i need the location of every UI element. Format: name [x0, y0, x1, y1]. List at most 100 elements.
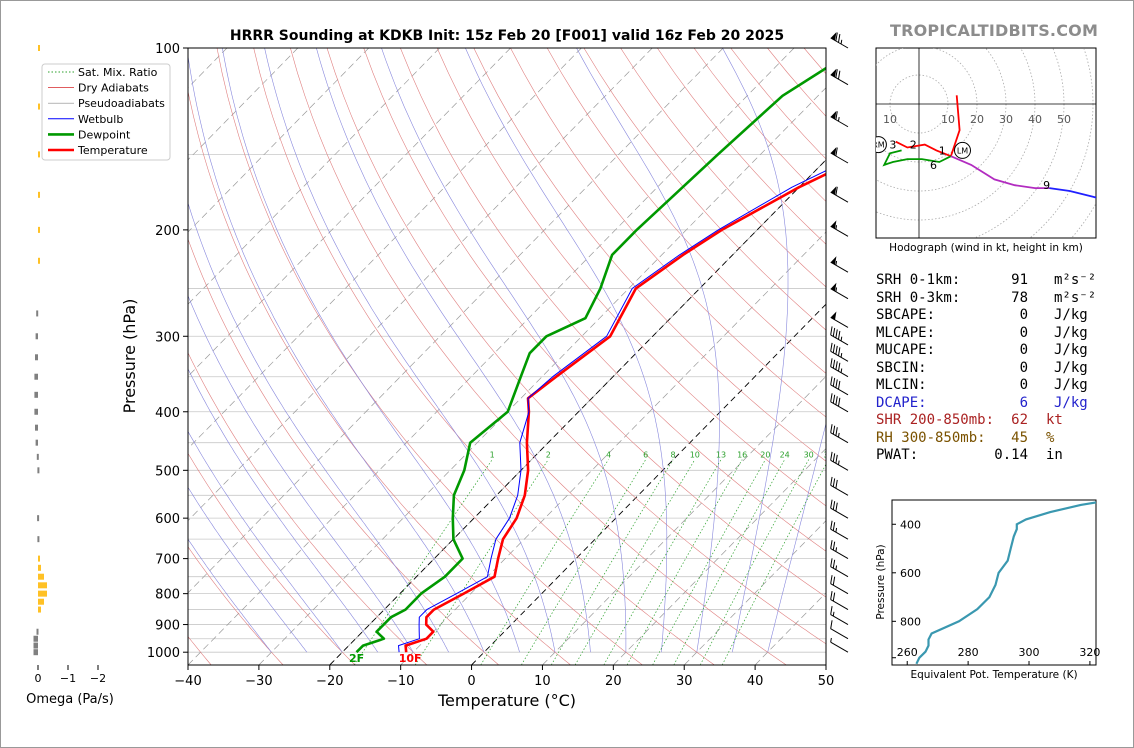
- omega-bar: [38, 606, 41, 613]
- y-axis-label: Pressure (hPa): [120, 299, 139, 414]
- barb-full: [832, 541, 836, 551]
- barb-full: [837, 70, 841, 80]
- stat-unit: m²s⁻²: [1054, 289, 1097, 306]
- legend-label: Dry Adiabats: [78, 82, 149, 95]
- theta-y-axis-label: Pressure (hPa): [875, 544, 887, 619]
- hodograph-height-label: 3: [889, 139, 896, 152]
- barb-pennant: [830, 68, 837, 78]
- omega-bar: [34, 391, 38, 398]
- y-tick-label: 100: [155, 42, 180, 57]
- mixing-ratio-label: 2: [546, 451, 551, 460]
- stat-value: 0.14: [994, 447, 1028, 463]
- barb-half: [837, 460, 840, 465]
- y-tick-label: 1000: [147, 646, 180, 661]
- barb-staff: [830, 225, 849, 237]
- stat-label: SRH 0-3km:: [876, 289, 961, 306]
- barb-staff: [830, 316, 849, 328]
- stat-row: DCAPE: 6 J/kg: [876, 395, 1116, 413]
- x-tick-label: 30: [676, 674, 693, 689]
- hodograph-trace: [895, 95, 961, 158]
- minus20-isotherm: [329, 159, 826, 665]
- stat-value: 6: [1019, 394, 1028, 411]
- moist-adiabat: [188, 430, 343, 653]
- legend-label: Pseudoadiabats: [78, 97, 165, 110]
- mixing-ratio-label: 8: [671, 451, 676, 460]
- barb-staff: [830, 261, 849, 273]
- isotherm: [188, 48, 724, 594]
- moist-adiabat: [767, 422, 826, 653]
- dry-adiabat: [326, 48, 826, 645]
- hodograph-ring-label: 30: [999, 113, 1013, 126]
- omega-bar: [35, 439, 38, 446]
- isotherm: [188, 48, 795, 665]
- omega-axis-label: Omega (Pa/s): [26, 692, 114, 707]
- barb-staff: [830, 74, 849, 86]
- theta-x-tick-label: 260: [897, 646, 918, 659]
- barb-full: [837, 362, 841, 372]
- x-tick-label: −10: [387, 674, 414, 689]
- barb-full: [832, 394, 836, 404]
- hodograph-height-label: 9: [1043, 179, 1050, 192]
- barb-full: [832, 522, 836, 531]
- barb-staff: [830, 628, 849, 640]
- moist-adiabat: [264, 48, 556, 653]
- moist-adiabat: [188, 368, 379, 653]
- wind-barb: [830, 32, 849, 49]
- dry-adiabat: [188, 452, 356, 665]
- hodograph-marker-label: RM: [872, 141, 885, 150]
- barb-full: [835, 396, 838, 405]
- hodograph-ring-label: 10: [883, 113, 897, 126]
- isotherm: [188, 48, 511, 377]
- wind-barb: [830, 591, 849, 610]
- omega-bar: [38, 590, 47, 597]
- stat-label: SRH 0-1km:: [876, 272, 961, 288]
- dry-adiabat: [188, 546, 284, 665]
- omega-bar: [38, 103, 40, 110]
- barb-staff: [830, 350, 849, 362]
- barb-full: [837, 397, 841, 407]
- stat-value: 62: [1011, 412, 1028, 428]
- wind-barb: [830, 220, 849, 237]
- barb-full: [835, 361, 838, 370]
- barb-full: [835, 479, 838, 489]
- omega-bar: [38, 257, 40, 264]
- stat-value: 45: [1011, 429, 1028, 446]
- barb-full: [832, 559, 836, 569]
- y-tick-label: 800: [155, 588, 180, 603]
- wind-barb: [830, 424, 849, 444]
- hodograph-trace: [882, 149, 952, 167]
- barb-staff: [830, 583, 849, 595]
- hodograph-plot: 10 10 20 30 40 50 1 2 3 6 9 RM LM: [872, 48, 1096, 238]
- omega-bar: [36, 453, 39, 460]
- moist-adiabat: [222, 48, 520, 653]
- barb-full: [830, 575, 833, 584]
- wind-barb: [830, 282, 849, 300]
- dry-adiabat: [188, 352, 428, 665]
- surface-dewpoint-label: 2F: [349, 652, 364, 665]
- moist-adiabat: [381, 48, 627, 653]
- barb-staff: [830, 37, 849, 49]
- theta-y-tick-label: 400: [900, 518, 921, 531]
- y-tick-label: 200: [155, 224, 180, 239]
- barb-half: [840, 368, 843, 373]
- barb-half: [840, 352, 843, 358]
- moist-adiabat: [316, 48, 591, 653]
- moist-adiabat: [188, 486, 308, 653]
- omega-bar: [37, 467, 40, 474]
- barb-full: [830, 451, 833, 461]
- barb-half: [835, 547, 838, 552]
- legend-label: Temperature: [77, 144, 148, 157]
- mixing-ratio-line: [721, 463, 826, 665]
- isotherm: [188, 48, 440, 305]
- y-tick-label: 600: [155, 512, 180, 527]
- omega-bar: [33, 649, 38, 656]
- x-tick-label: −40: [174, 674, 201, 689]
- wind-barb: [830, 476, 849, 496]
- barb-full: [832, 478, 836, 487]
- zero-isotherm: [471, 303, 826, 665]
- barb-staff: [830, 191, 849, 203]
- barb-half: [837, 116, 840, 122]
- wind-barb: [830, 393, 849, 413]
- wind-barb: [830, 620, 849, 640]
- barb-staff: [830, 116, 849, 128]
